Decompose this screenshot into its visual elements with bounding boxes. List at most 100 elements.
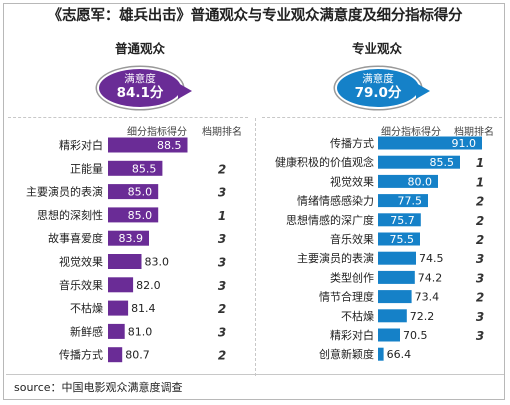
- ordinary-rank-label: 1: [218, 209, 226, 223]
- professional-value-label: 80.0: [408, 175, 433, 188]
- professional-value-label: 74.5: [419, 252, 444, 265]
- professional-value-label: 75.7: [390, 214, 415, 227]
- professional-bar: [378, 194, 428, 208]
- ordinary-category-label: 新鲜感: [70, 324, 103, 338]
- ordinary-rank-label: 3: [218, 256, 226, 270]
- ordinary-category-label: 故事喜爱度: [48, 231, 103, 245]
- ordinary-value-label: 80.7: [125, 349, 150, 362]
- professional-rank-label: 1: [476, 156, 484, 170]
- ordinary-heading: 普通观众: [115, 41, 166, 56]
- professional-bar: [378, 290, 412, 304]
- ordinary-value-label: 81.4: [131, 302, 156, 315]
- ordinary-category-label: 思想的深刻性: [37, 208, 103, 222]
- ordinary-category-label: 不枯燥: [70, 301, 103, 315]
- ordinary-bar: [108, 160, 163, 176]
- ordinary-col-rank: 档期排名: [202, 127, 242, 138]
- professional-bar: [378, 232, 420, 246]
- ordinary-rank-label: 3: [218, 186, 226, 200]
- professional-bar: [378, 213, 421, 227]
- professional-category-label: 情绪情感感染力: [297, 194, 374, 208]
- professional-value-label: 77.5: [398, 195, 423, 208]
- professional-rank-label: 3: [476, 271, 484, 285]
- professional-value-label: 66.4: [387, 348, 412, 361]
- professional-bar: [378, 174, 438, 188]
- professional-rank-label: 3: [476, 329, 484, 343]
- ordinary-bar: [108, 207, 159, 223]
- professional-col-score: 细分指标得分: [381, 127, 441, 138]
- ordinary-value-label: 83.0: [144, 256, 169, 269]
- professional-category-label: 创意新颖度: [319, 347, 374, 361]
- ordinary-bar: [108, 347, 123, 363]
- professional-category-label: 视觉效果: [330, 174, 374, 188]
- professional-bar: [378, 136, 482, 150]
- ordinary-rank-label: 3: [218, 279, 226, 293]
- ordinary-value-label: 83.9: [118, 232, 143, 245]
- professional-rank-label: 2: [476, 214, 484, 228]
- ordinary-rank-label: 3: [218, 325, 226, 339]
- ordinary-bar: [108, 184, 159, 200]
- ordinary-value-label: 85.0: [128, 209, 153, 222]
- ordinary-category-label: 正能量: [70, 161, 103, 175]
- professional-rank-label: 2: [476, 291, 484, 305]
- ordinary-category-label: 视觉效果: [59, 255, 103, 269]
- professional-rank-label: 2: [476, 195, 484, 209]
- ordinary-category-label: 精彩对白: [59, 138, 103, 152]
- professional-value-label: 85.5: [430, 156, 455, 169]
- ordinary-bubble-label: 满意度: [124, 73, 156, 85]
- professional-bar: [378, 309, 407, 323]
- ordinary-category-label: 音乐效果: [59, 278, 103, 292]
- ordinary-bubble-value: 84.1分: [116, 85, 164, 101]
- professional-category-label: 情节合理度: [319, 290, 374, 304]
- ordinary-header-rule: [8, 117, 248, 118]
- professional-bubble: 满意度 79.0分: [335, 67, 421, 109]
- professional-bubble-pointer: [416, 83, 430, 99]
- ordinary-bar: [108, 300, 129, 316]
- professional-value-label: 75.5: [390, 233, 415, 246]
- professional-bar: [378, 347, 384, 361]
- ordinary-bar: [108, 137, 188, 153]
- professional-bar: [378, 270, 415, 284]
- source-rule: [6, 374, 504, 375]
- professional-rank-label: 2: [476, 233, 484, 247]
- professional-value-label: 72.2: [410, 310, 435, 323]
- professional-bar: [378, 251, 416, 265]
- professional-bubble-value: 79.0分: [354, 85, 402, 101]
- ordinary-value-label: 81.0: [128, 325, 152, 338]
- ordinary-bar: [108, 230, 149, 246]
- ordinary-rank-label: 2: [218, 162, 226, 176]
- ordinary-rank-label: 3: [218, 232, 226, 246]
- professional-value-label: 73.4: [415, 291, 440, 304]
- professional-category-label: 思想情感的深广度: [286, 213, 374, 227]
- ordinary-bar: [108, 323, 125, 339]
- professional-category-label: 音乐效果: [330, 232, 374, 246]
- professional-category-label: 精彩对白: [330, 328, 374, 342]
- professional-value-label: 70.5: [403, 329, 428, 342]
- professional-bar: [378, 155, 460, 169]
- professional-category-label: 主要演员的表演: [297, 251, 374, 265]
- professional-bubble-label: 满意度: [362, 73, 394, 85]
- ordinary-bar: [108, 254, 142, 269]
- professional-category-label: 不枯燥: [341, 309, 374, 323]
- ordinary-rank-label: 2: [218, 302, 226, 316]
- ordinary-value-label: 88.5: [157, 139, 182, 152]
- ordinary-bubble-pointer: [178, 83, 192, 99]
- ordinary-category-label: 传播方式: [59, 348, 103, 362]
- professional-category-label: 健康积极的价值观念: [275, 155, 374, 169]
- ordinary-bar: [108, 277, 134, 293]
- professional-category-label: 类型创作: [330, 270, 374, 284]
- professional-heading: 专业观众: [352, 41, 403, 56]
- professional-col-rank: 档期排名: [454, 127, 494, 138]
- source-note: source：中国电影观众满意度调查: [14, 381, 183, 394]
- professional-category-label: 传播方式: [330, 136, 374, 150]
- ordinary-value-label: 85.5: [132, 162, 157, 175]
- professional-value-label: 91.0: [452, 137, 477, 150]
- professional-header-rule: [262, 117, 502, 118]
- ordinary-value-label: 82.0: [136, 279, 161, 292]
- professional-rank-label: 3: [476, 310, 484, 324]
- panel-divider: [255, 118, 256, 376]
- professional-rank-label: 1: [476, 175, 484, 189]
- professional-value-label: 74.2: [418, 271, 443, 284]
- ordinary-value-label: 85.0: [128, 186, 153, 199]
- ordinary-rank-label: 2: [218, 349, 226, 363]
